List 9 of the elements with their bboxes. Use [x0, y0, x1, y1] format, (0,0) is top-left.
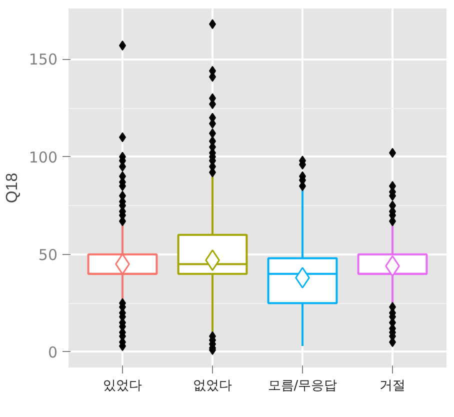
- y-tick-label: 150: [28, 50, 58, 69]
- x-tick-label: 없었다: [193, 378, 232, 394]
- y-tick-label: 100: [28, 148, 58, 166]
- x-tick-label: 모름/무응답: [268, 378, 338, 394]
- x-tick-label: 있었다: [103, 378, 142, 394]
- y-tick-label: 0: [48, 343, 58, 362]
- y-axis-title: Q18: [4, 172, 21, 204]
- y-tick-label: 50: [38, 246, 58, 264]
- x-tick-label: 거절: [380, 378, 406, 394]
